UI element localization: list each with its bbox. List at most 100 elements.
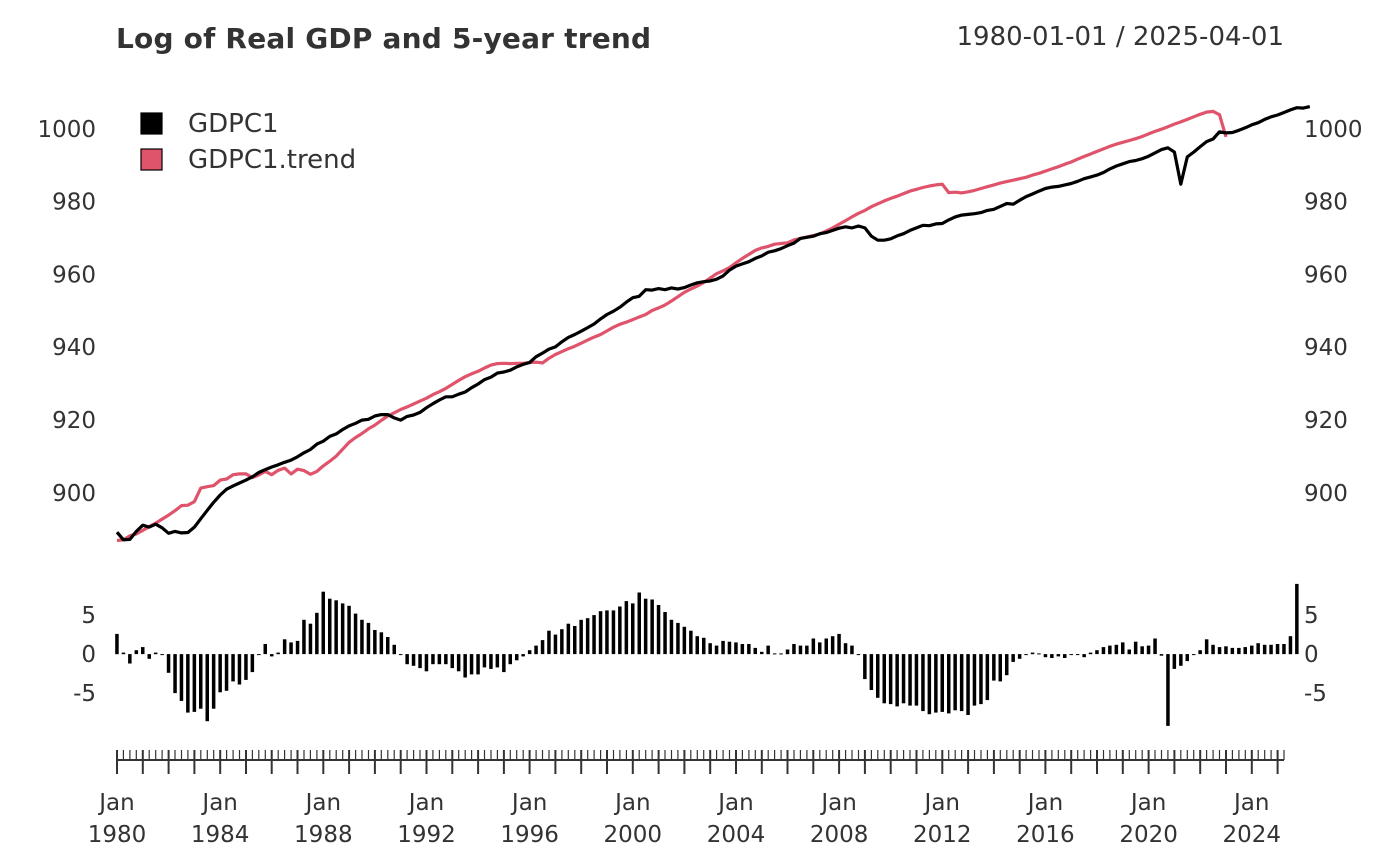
bar <box>1095 650 1099 655</box>
bar <box>482 654 487 668</box>
bar <box>1082 654 1086 658</box>
bar <box>321 591 325 655</box>
bar <box>1192 654 1196 656</box>
bar <box>1159 654 1164 656</box>
y-tick-label-left: 940 <box>52 335 96 361</box>
x-tick-label-month: Jan <box>923 790 960 816</box>
bar <box>263 644 267 655</box>
bar <box>811 638 816 655</box>
bar <box>463 654 467 678</box>
x-tick-label-year: 2024 <box>1222 822 1281 848</box>
y-tick-label-left: 920 <box>52 408 96 434</box>
bar <box>856 654 861 656</box>
bar <box>656 605 661 655</box>
bar <box>276 652 280 655</box>
bar <box>295 640 300 655</box>
y-tick-label-left: 1000 <box>37 117 96 143</box>
bar <box>914 654 919 706</box>
bar <box>1108 645 1112 655</box>
bar <box>1262 644 1267 655</box>
bar <box>547 630 551 655</box>
bar <box>592 615 596 655</box>
bar <box>205 654 209 722</box>
x-tick-label-year: 2016 <box>1016 822 1075 848</box>
bar <box>489 654 493 669</box>
bar <box>379 632 384 655</box>
bar <box>386 637 390 655</box>
bar <box>998 654 1002 682</box>
bar <box>921 654 925 712</box>
bar <box>270 654 274 657</box>
bar <box>1127 649 1131 655</box>
bar <box>237 654 242 685</box>
bar <box>1037 653 1041 655</box>
bar <box>211 654 216 709</box>
bar <box>798 645 803 655</box>
bar <box>573 626 577 655</box>
bar <box>1043 654 1048 658</box>
bar <box>637 592 641 655</box>
bar <box>1204 639 1209 655</box>
bar <box>315 612 319 655</box>
bar <box>392 644 396 655</box>
bar <box>695 636 699 655</box>
bar <box>669 619 674 655</box>
x-tick-label-month: Jan <box>407 790 444 816</box>
bar <box>992 654 996 681</box>
bar <box>366 622 371 655</box>
bar <box>405 654 409 665</box>
bar <box>186 654 190 713</box>
bar <box>940 654 944 712</box>
bar <box>631 603 635 655</box>
x-tick-label-month: Jan <box>1026 790 1063 816</box>
bar <box>753 647 757 655</box>
bar <box>534 645 538 655</box>
bar <box>947 654 951 714</box>
x-tick-label-year: 1992 <box>397 822 456 848</box>
bar <box>1269 644 1273 655</box>
bar <box>450 654 454 669</box>
chart-title: Log of Real GDP and 5-year trend <box>116 22 652 55</box>
bar <box>199 654 203 709</box>
bar <box>166 654 171 673</box>
bar <box>908 654 912 706</box>
bar <box>702 637 706 655</box>
bar <box>727 641 732 655</box>
bar <box>398 654 403 656</box>
bar <box>927 654 932 715</box>
bar <box>147 654 151 659</box>
bar <box>650 599 654 655</box>
bar <box>979 654 983 705</box>
bar <box>663 612 667 655</box>
bar <box>495 654 500 668</box>
bar <box>818 642 822 655</box>
bar <box>424 654 429 672</box>
bar <box>1217 647 1222 655</box>
bar <box>1211 644 1215 655</box>
bar <box>141 647 145 655</box>
legend-swatch-gdpc1-trend <box>140 148 163 171</box>
bar <box>1172 654 1177 669</box>
upper-panel: 900 900 920 920 940 940 960 960 980 980 1000 1000 <box>37 105 1363 543</box>
bar <box>411 654 416 666</box>
bar <box>153 652 158 655</box>
x-tick-label-year: 1980 <box>88 822 147 848</box>
bar <box>779 653 783 655</box>
x-tick-label-year: 1984 <box>191 822 250 848</box>
bar <box>1005 654 1009 676</box>
bar <box>785 649 790 655</box>
bar <box>469 654 474 675</box>
x-tick-label-month: Jan <box>716 790 753 816</box>
bar <box>1237 647 1241 655</box>
bar <box>579 619 583 655</box>
y-tick-label-right: 0 <box>1304 642 1319 668</box>
bar <box>334 600 338 655</box>
bar <box>566 623 571 655</box>
bar <box>682 626 687 655</box>
bar <box>1075 654 1080 656</box>
bar <box>605 610 609 655</box>
bar <box>302 619 306 655</box>
bar <box>1288 636 1293 655</box>
bar <box>953 654 957 711</box>
